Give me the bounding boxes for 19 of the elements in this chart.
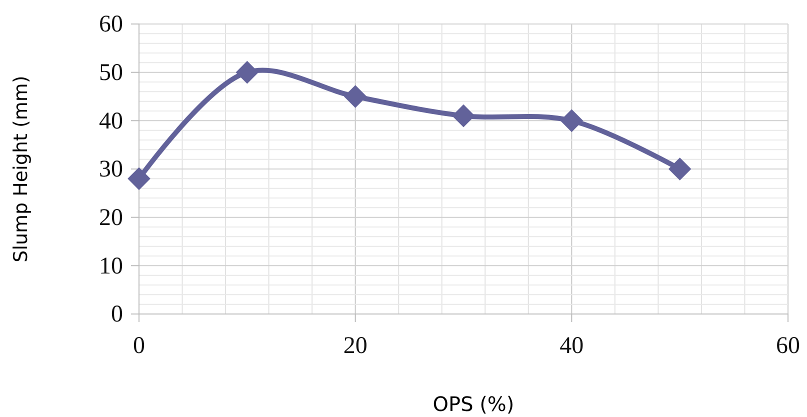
- y-tick-label: 0: [111, 302, 123, 328]
- point: [452, 104, 475, 128]
- x-tick-label: 0: [133, 333, 145, 360]
- y-tick-label: 10: [99, 253, 123, 280]
- y-tick-label: 30: [99, 156, 123, 183]
- y-tick-label: 40: [99, 108, 123, 134]
- point: [560, 109, 584, 132]
- y-tick-label: 60: [99, 12, 123, 38]
- x-tick-label: 20: [343, 333, 368, 360]
- y-tick-label: 20: [99, 205, 123, 232]
- x-tick-label: 40: [560, 333, 584, 360]
- y-tick-label: 50: [99, 60, 123, 86]
- point: [236, 60, 259, 84]
- y-axis-title: Slump Height (mm): [10, 76, 32, 262]
- point: [128, 167, 150, 190]
- x-tick-label: 60: [776, 333, 800, 360]
- point: [668, 158, 692, 180]
- point: [344, 85, 367, 108]
- x-axis-title: OPS (%): [432, 392, 514, 416]
